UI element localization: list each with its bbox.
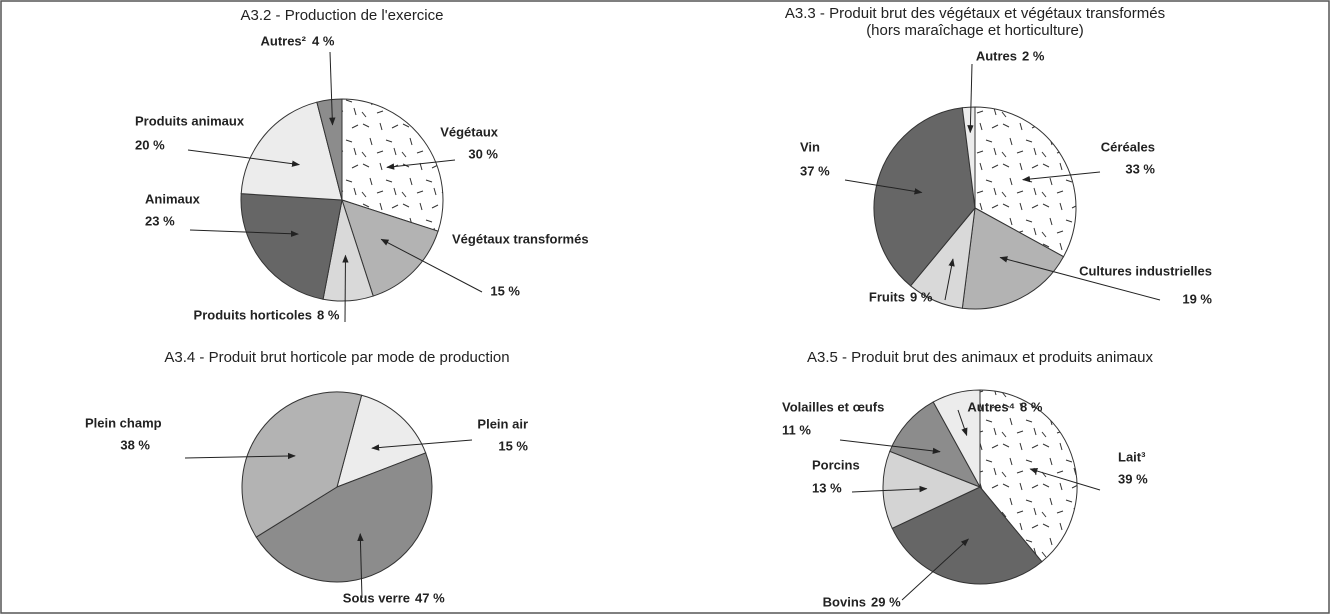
slice-value: 47 % <box>415 590 445 605</box>
leader-arrow <box>189 229 299 237</box>
slice-label: Vin <box>800 139 820 154</box>
slice-value: 15 % <box>490 283 520 298</box>
leader-arrow <box>329 51 336 126</box>
chart-title: A3.5 - Produit brut des animaux et produ… <box>807 349 1154 366</box>
slice-value: 8 % <box>317 307 340 322</box>
slice-label: Porcins <box>812 457 860 472</box>
slice-label: Sous verre <box>343 590 410 605</box>
slice-label: Lait³ <box>1118 449 1146 464</box>
slice-value: 30 % <box>468 146 498 161</box>
slice-value: 33 % <box>1125 161 1155 176</box>
slice-value: 13 % <box>812 480 842 495</box>
slice-value: 29 % <box>871 594 901 609</box>
chart-title: A3.3 - Produit brut des végétaux et végé… <box>785 5 1165 22</box>
pie-slice <box>255 452 433 583</box>
slice-label: Produits animaux <box>135 113 245 128</box>
slice-value: 19 % <box>1182 291 1212 306</box>
leader-arrow <box>371 439 473 451</box>
pie-slice <box>240 101 343 201</box>
slice-value: 8 % <box>1020 399 1043 414</box>
pie-slice <box>341 199 439 297</box>
leader-arrow <box>386 159 456 170</box>
chart-title: A3.2 - Production de l'exercice <box>241 7 444 24</box>
leader-arrow <box>844 179 923 195</box>
leader-arrow <box>357 533 364 599</box>
pie-slice <box>961 207 1065 310</box>
leader-arrow <box>1022 171 1101 183</box>
pie-slice <box>882 450 982 529</box>
pie-slice <box>932 389 981 488</box>
leader-arrow <box>839 439 941 455</box>
pie-slice <box>241 391 363 538</box>
slice-label: Animaux <box>145 191 201 206</box>
leader-arrow <box>944 258 955 301</box>
slice-label: Volailles et œufs <box>782 399 884 414</box>
leader-arrow <box>999 256 1161 301</box>
pie-slice <box>873 107 976 287</box>
slice-value: 9 % <box>910 289 933 304</box>
chart-title: A3.4 - Produit brut horticole par mode d… <box>164 349 509 366</box>
leader-arrow <box>1029 467 1101 491</box>
slice-label: Végétaux <box>440 124 499 139</box>
slice-value: 11 % <box>782 422 811 437</box>
slice-value: 15 % <box>498 438 528 453</box>
leader-arrow <box>957 409 968 437</box>
slice-value: 2 % <box>1022 48 1045 63</box>
leader-arrow <box>901 538 969 601</box>
slice-value: 38 % <box>120 437 150 452</box>
leader-arrow <box>184 452 296 460</box>
slice-texture <box>980 390 1077 562</box>
slice-value: 4 % <box>312 33 335 48</box>
chart-subtitle: (hors maraîchage et horticulture) <box>866 22 1084 39</box>
pie-slice <box>240 193 343 300</box>
slice-label: Plein champ <box>85 415 162 430</box>
slice-value: 39 % <box>1118 471 1148 486</box>
slice-label: Autres⁴ <box>967 399 1015 414</box>
leader-arrow <box>187 149 300 167</box>
slice-label: Plein air <box>477 416 528 431</box>
slice-value: 37 % <box>800 163 830 178</box>
slice-label: Végétaux transformés <box>452 231 589 246</box>
slice-label: Cultures industrielles <box>1079 263 1212 278</box>
pie-slice <box>336 394 427 488</box>
leader-arrow <box>967 63 974 134</box>
leader-arrow <box>380 238 483 293</box>
slice-value: 20 % <box>135 137 165 152</box>
slice-label: Autres² <box>260 33 306 48</box>
slice-label: Fruits <box>869 289 905 304</box>
slice-label: Autres <box>976 48 1017 63</box>
leader-arrow <box>851 485 928 493</box>
slice-label: Produits horticoles <box>194 307 312 322</box>
pie-slice <box>889 401 982 488</box>
pie-slice <box>316 98 343 201</box>
slice-label: Céréales <box>1101 139 1155 154</box>
slice-label: Bovins <box>823 594 866 609</box>
slice-value: 23 % <box>145 213 175 228</box>
